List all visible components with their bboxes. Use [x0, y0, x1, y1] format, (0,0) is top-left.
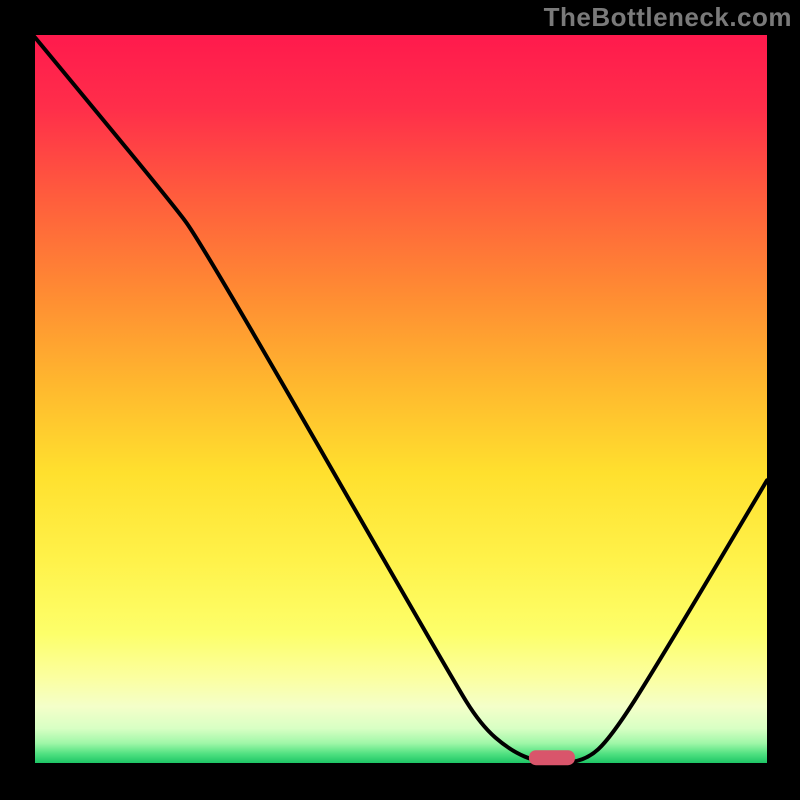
watermark-text: TheBottleneck.com [544, 2, 792, 33]
plot-gradient-background [33, 35, 767, 765]
bottleneck-chart-svg [0, 0, 800, 800]
optimal-point-marker [529, 750, 575, 765]
chart-container: TheBottleneck.com [0, 0, 800, 800]
